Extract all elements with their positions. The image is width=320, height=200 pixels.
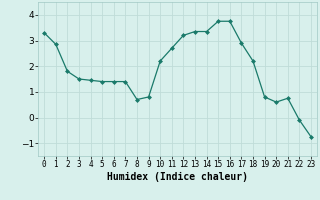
X-axis label: Humidex (Indice chaleur): Humidex (Indice chaleur) xyxy=(107,172,248,182)
